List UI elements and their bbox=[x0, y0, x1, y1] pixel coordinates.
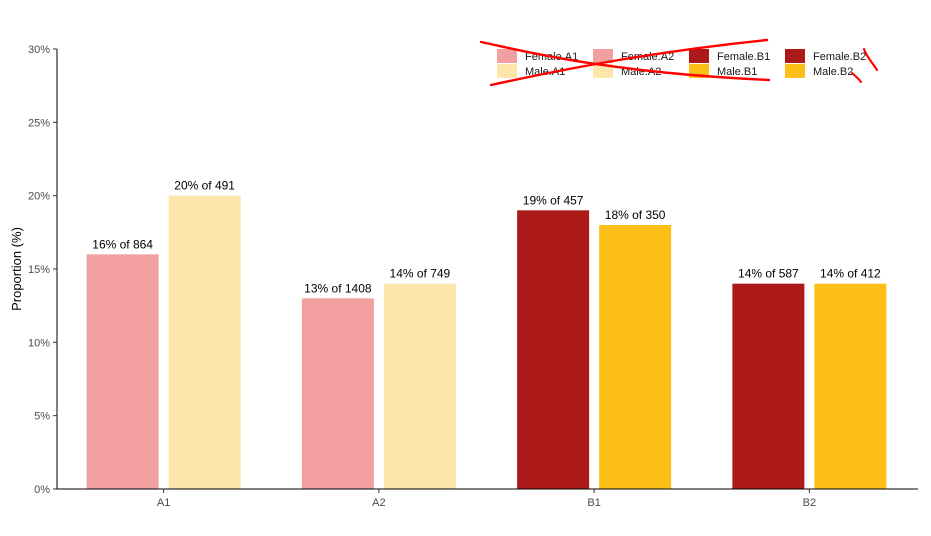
y-tick-label: 25% bbox=[28, 117, 50, 129]
bar bbox=[732, 283, 805, 489]
bar bbox=[168, 195, 241, 489]
legend-label: Male.B2 bbox=[813, 66, 853, 78]
legend-swatch bbox=[785, 64, 805, 78]
bar-data-label: 16% of 864 bbox=[92, 237, 153, 251]
bar bbox=[383, 283, 456, 489]
bar bbox=[814, 283, 887, 489]
y-ticks-group: 0% 5% 10% 15% 20% 25% 30% bbox=[28, 44, 57, 496]
data-labels-group: 16% of 864 20% of 491 13% of 1408 14% of 74… bbox=[92, 179, 881, 296]
x-tick-label: B2 bbox=[803, 497, 816, 509]
legend-swatch bbox=[593, 49, 613, 63]
legend-swatch bbox=[689, 49, 709, 63]
x-tick-label: A2 bbox=[372, 497, 385, 509]
legend-strike-through-annotation bbox=[479, 38, 879, 87]
bar bbox=[599, 225, 672, 489]
legend-label: Female.B2 bbox=[813, 51, 866, 63]
bar-data-label: 14% of 749 bbox=[390, 267, 451, 281]
legend-swatch bbox=[593, 64, 613, 78]
y-tick-label: 10% bbox=[28, 337, 50, 349]
x-tick-label: A1 bbox=[157, 497, 170, 509]
legend-swatch bbox=[497, 64, 517, 78]
y-axis-title: Proportion (%) bbox=[9, 227, 24, 311]
bar-data-label: 14% of 412 bbox=[820, 267, 881, 281]
bar-data-label: 19% of 457 bbox=[523, 193, 584, 207]
strike-line-2 bbox=[489, 38, 769, 87]
strike-line-1 bbox=[479, 40, 771, 82]
y-tick-label: 20% bbox=[28, 191, 50, 203]
bar-data-label: 14% of 587 bbox=[738, 267, 799, 281]
legend-swatch bbox=[497, 49, 517, 63]
bars-group bbox=[86, 195, 887, 490]
legend-swatch bbox=[785, 49, 805, 63]
y-tick-label: 15% bbox=[28, 264, 50, 276]
strike-line-3 bbox=[862, 47, 879, 72]
legend-label: Female.B1 bbox=[717, 51, 770, 63]
bar-data-label: 20% of 491 bbox=[174, 179, 235, 193]
x-tick-label: B1 bbox=[587, 497, 600, 509]
bar bbox=[517, 210, 590, 490]
bar-data-label: 18% of 350 bbox=[605, 208, 666, 222]
y-tick-label: 5% bbox=[34, 411, 50, 423]
bar bbox=[86, 254, 159, 489]
bar-data-label: 13% of 1408 bbox=[304, 281, 372, 295]
bar bbox=[301, 298, 374, 489]
legend: Female.A1 Female.A2 Female.B1 Female.B2Male… bbox=[497, 49, 866, 78]
y-tick-label: 30% bbox=[28, 44, 50, 56]
strike-line-4 bbox=[851, 72, 862, 83]
legend-label: Male.B1 bbox=[717, 66, 757, 78]
y-tick-label: 0% bbox=[34, 484, 50, 496]
x-ticks-group: A1 A2 B1 B2 bbox=[157, 489, 816, 509]
